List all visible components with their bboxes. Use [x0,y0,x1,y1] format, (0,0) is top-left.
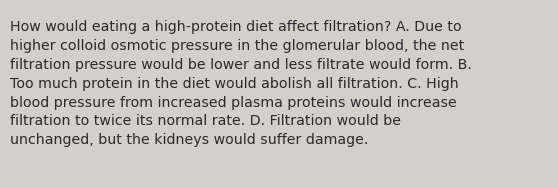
Text: How would eating a high-protein diet affect filtration? A. Due to
higher colloid: How would eating a high-protein diet aff… [10,20,472,147]
